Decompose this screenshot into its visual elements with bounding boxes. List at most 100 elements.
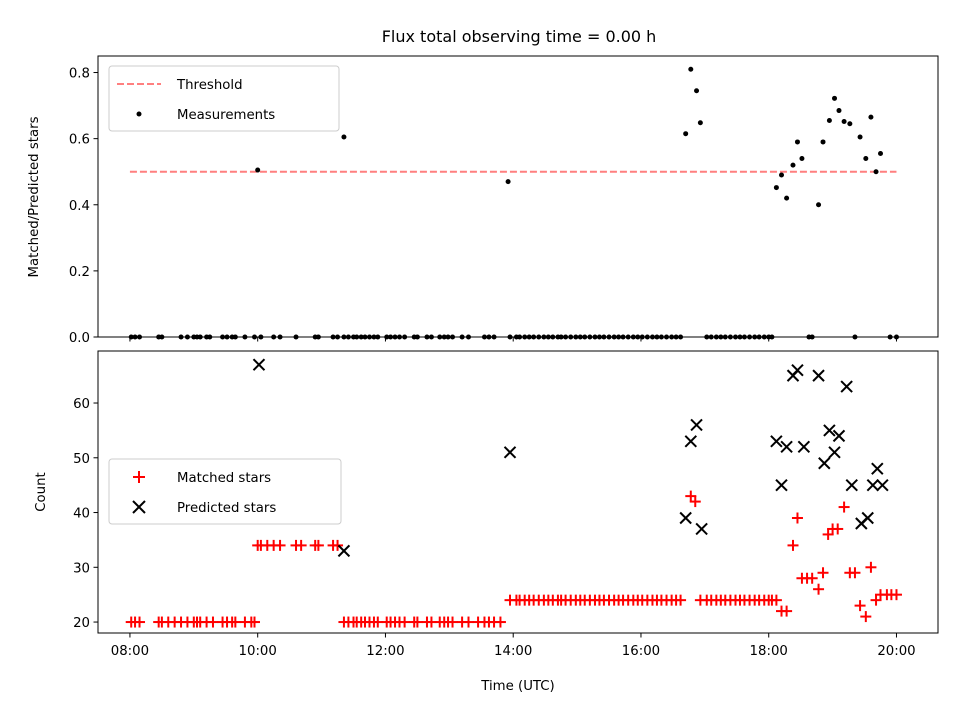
measurement-point [863,155,869,161]
measurement-point [841,118,847,124]
matched-star-marker [447,616,459,628]
measurement-point [847,121,853,127]
matched-star-marker [312,539,324,551]
matched-star-marker [854,600,866,612]
predicted-star-marker [337,544,351,558]
predicted-star-marker [861,511,874,525]
predicted-star-marker [832,429,846,443]
bottom-axes: 08:00 10:00 12:00 14:00 16:00 18:00 20:00 20 30 4… [73,397,916,659]
bottom-y-tick-label: 20 [73,616,90,631]
predicted-star-marker [503,446,517,459]
measurement-point [799,155,805,161]
measurement-point [794,139,800,145]
predicted-star-marker [695,522,708,536]
measurement-point [784,195,790,201]
predicted-star-marker [823,424,836,437]
legend-matched-label: Matched stars [177,471,271,486]
matched-star-marker [274,539,286,551]
predicted-star-marker [828,446,841,459]
predicted-star-marker [818,457,831,470]
measurement-point [694,88,700,94]
predicted-star-marker [770,435,783,448]
measurement-point [688,66,694,72]
measurement-point [773,185,779,191]
measurement-point [873,169,879,175]
bottom-x-tick-label: 12:00 [366,644,404,659]
bottom-y-tick-label: 50 [73,452,90,467]
matched-star-marker [838,501,850,513]
predicted-star-marker [840,380,853,393]
matched-star-marker [817,567,829,579]
legend-threshold-label: Threshold [176,78,243,93]
matched-star-marker [770,594,782,606]
predicted-star-marker [690,418,703,432]
legend-matched-swatch [133,471,145,483]
matched-star-marker [411,616,423,628]
matched-star-marker [865,561,877,573]
x-axis-label: Time (UTC) [480,679,555,694]
matched-star-marker [249,616,261,628]
bottom-y-axis-label: Count [34,472,49,512]
predicted-star-marker [876,478,889,492]
bottom-legend: Matched stars Predicted stars [108,458,342,525]
legend-measurements-label: Measurements [177,108,275,123]
legend-predicted-swatch [132,500,146,514]
measurement-point [832,95,838,101]
top-axes-frame [97,55,939,338]
measurement-point [683,131,689,137]
matched-star-marker [399,616,411,628]
bottom-x-tick-label: 18:00 [750,644,788,659]
top-axes: 0.0 0.2 0.4 0.6 0.8 [69,67,897,346]
predicted-star-marker [871,462,884,475]
top-y-tick-label: 0.2 [69,265,90,280]
measurement-point [868,114,874,120]
measurement-point [878,151,884,157]
measurement-point [790,162,796,168]
top-y-tick-label: 0.6 [69,133,90,148]
matched-star-marker [332,539,344,551]
chart-title: Flux total observing time = 0.00 h [382,27,657,46]
bottom-x-tick-label: 14:00 [494,644,532,659]
legend-predicted-label: Predicted stars [177,501,276,516]
predicted-star-marker [252,358,266,371]
predicted-star-marker [780,440,793,454]
predicted-star-marker [797,440,811,454]
measurement-point [857,134,863,140]
top-legend: Threshold Measurements [108,65,340,132]
bottom-y-tick-label: 30 [73,561,90,576]
bottom-x-tick-label: 20:00 [877,644,915,659]
matched-star-marker [494,616,506,628]
bottom-y-tick-label: 40 [73,507,90,522]
measurement-point [778,172,784,178]
bottom-legend-frame [108,458,342,525]
matched-star-marker [229,616,241,628]
matched-star-marker [890,589,902,601]
matched-star-marker [860,611,872,623]
matched-star-marker [806,572,818,584]
bottom-x-tick-label: 10:00 [239,644,277,659]
predicted-star-marker [775,478,788,492]
top-y-tick-label: 0.8 [69,67,90,82]
matched-star-marker [462,616,474,628]
measurement-point [816,202,822,208]
matched-star-marker [813,583,825,595]
measurement-point [836,108,842,114]
predicted-star-marker [791,363,804,377]
predicted-star-marker [845,478,858,492]
measurement-point [826,117,832,123]
bottom-y-tick-label: 60 [73,397,90,412]
matched-star-marker [787,539,799,551]
measurement-point [255,167,261,173]
matched-star-marker [295,539,307,551]
matched-star-marker [781,605,793,617]
top-panel: 0.00.20.40.60.8 Matched/Predicted stars … [27,55,939,346]
top-legend-frame [108,65,340,132]
matched-star-marker [134,616,146,628]
measurement-point [820,139,826,145]
predicted-star-marker [684,435,697,448]
bottom-x-tick-label: 08:00 [111,644,149,659]
predicted-star-marker [812,369,825,382]
top-y-tick-label: 0.4 [69,199,90,214]
matched-star-marker [791,512,803,524]
legend-measurements-swatch [136,111,142,117]
